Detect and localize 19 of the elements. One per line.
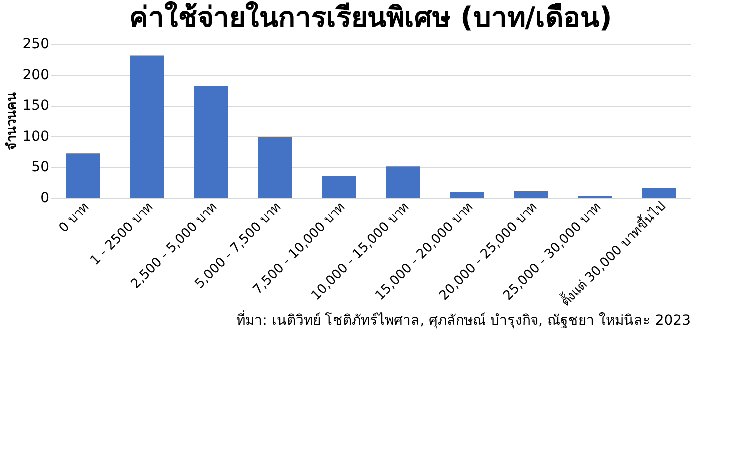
chart-title: ค่าใช้จ่ายในการเรียนพิเศษ (บาท/เดือน) bbox=[130, 1, 612, 34]
bar bbox=[642, 188, 676, 198]
y-tick-label: 0 bbox=[40, 190, 50, 206]
text: ที่มา: เนติวิทย์ โชติภัทร์ไพศาล, ศุภลักษณ์ บำรุงกิจ, ณัฐชยา ใหม่นิละ 2023 bbox=[236, 311, 691, 329]
bar bbox=[130, 56, 164, 198]
bar bbox=[322, 176, 356, 198]
x-tick-label: 0 บาท bbox=[56, 200, 93, 236]
y-axis-title: จำนวนคน bbox=[4, 92, 20, 150]
y-tick-label: 50 bbox=[32, 160, 50, 176]
bar bbox=[514, 191, 548, 198]
bar bbox=[258, 137, 292, 198]
bar bbox=[450, 192, 484, 198]
y-tick-label: 250 bbox=[22, 36, 50, 52]
bar bbox=[386, 166, 420, 198]
y-tick-label: 100 bbox=[22, 128, 50, 145]
bar bbox=[194, 86, 228, 198]
y-tick-label: 200 bbox=[22, 67, 50, 84]
y-tick-label: 150 bbox=[22, 98, 50, 114]
bar bbox=[66, 154, 100, 198]
